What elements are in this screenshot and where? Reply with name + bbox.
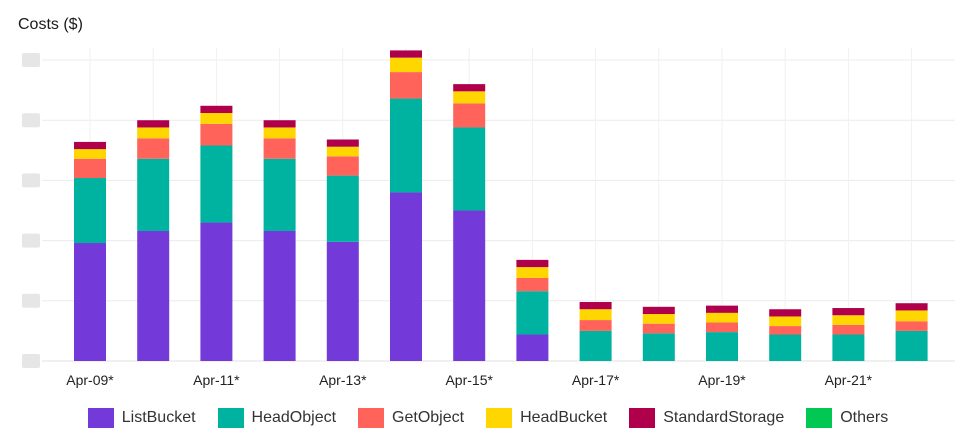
bar-segment-getobject [706,322,738,333]
y-tick-label-obscured [22,293,40,308]
bar-segment-listbucket [137,230,170,361]
bar-segment-standardstorage [137,120,170,128]
bar-segment-getobject [74,158,106,179]
legend-label: StandardStorage [663,409,785,426]
bar-segment-headobject [769,334,802,361]
bar-segment-headbucket [706,312,738,323]
y-tick-label-obscured [22,113,40,128]
bar-segment-headobject [706,332,738,361]
bar-segment-headobject [895,330,928,361]
bar-segment-getobject [832,324,865,335]
bar-segment-headbucket [74,149,106,159]
bar-segment-getobject [137,138,170,159]
bar-segment-getobject [516,277,549,292]
bar-segment-headbucket [516,267,549,278]
legend: ListBucket HeadObject GetObject HeadBucket S… [0,408,976,428]
bar-segment-standardstorage [706,305,738,313]
x-tick-label: Apr-13* [319,372,367,388]
bar-segment-standardstorage [74,141,106,150]
bar-segment-headbucket [263,127,296,139]
bar-segment-headobject [579,330,612,361]
bar-segment-getobject [200,123,233,146]
chart-title: Costs ($) [18,16,83,33]
bar-segment-headbucket [579,309,612,321]
legend-swatch [217,408,244,428]
y-tick-label-obscured [22,233,40,248]
x-tick-label: Apr-19* [698,372,746,388]
legend-label: ListBucket [121,409,196,426]
bar-segment-standardstorage [895,303,928,311]
bar-segment-listbucket [390,192,422,361]
bar-segment-headobject [263,158,296,231]
bar-segment-headobject [516,291,549,335]
bar-segment-headbucket [832,315,865,325]
bar-segment-headbucket [200,113,233,124]
bar-segment-standardstorage [579,302,612,310]
bar-segment-headbucket [769,316,802,327]
bar-segment-headobject [642,333,675,361]
bar-segment-headobject [453,127,486,211]
bar-segment-getobject [326,156,359,176]
bar-segment-getobject [453,103,486,128]
stacked-bar-chart: Apr-09* Apr-11* Apr-13* Apr-15* Apr-17* Apr-1… [22,48,955,388]
legend-label: HeadObject [251,409,337,426]
bar-segment-standardstorage [453,84,486,92]
legend-label: HeadBucket [520,409,608,426]
bar-segment-standardstorage [832,308,865,316]
bar-segment-getobject [263,138,296,159]
bar-segment-getobject [390,72,422,99]
bar-segment-headobject [74,178,106,244]
legend-swatch [806,408,833,428]
bar-segment-headbucket [137,127,170,139]
legend-label: GetObject [392,409,465,426]
bar-segment-getobject [769,326,802,335]
legend-swatch [358,408,385,428]
legend-item-listbucket[interactable]: ListBucket [87,408,196,428]
bar-segment-listbucket [326,241,359,361]
bar-segment-listbucket [263,230,296,361]
legend-item-headobject[interactable]: HeadObject [217,408,337,428]
legend-label: Others [840,409,889,426]
bar-segment-standardstorage [200,105,233,114]
legend-item-headbucket[interactable]: HeadBucket [486,408,607,428]
y-tick-label-obscured [22,173,40,188]
bar-segment-listbucket [74,243,106,361]
legend-swatch [486,408,513,428]
x-tick-label: Apr-09* [66,372,114,388]
bar-segment-headbucket [642,314,675,324]
bar-segment-standardstorage [263,120,296,128]
bar-segment-standardstorage [769,309,802,317]
bar-segment-listbucket [516,334,549,361]
bar-segment-listbucket [453,210,486,361]
bar-segment-headobject [200,145,233,223]
bar-segment-headobject [326,175,359,242]
bar-segment-standardstorage [326,139,359,147]
bar-segment-standardstorage [516,259,549,268]
bar-segment-headbucket [453,91,486,104]
x-tick-label: Apr-11* [193,372,240,388]
legend-item-getobject[interactable]: GetObject [358,408,464,428]
bar-segment-listbucket [200,222,233,361]
bar-segment-headobject [832,334,865,361]
bar-segment-headbucket [326,146,359,157]
bar-segment-standardstorage [642,306,675,315]
bar-segment-headobject [137,158,170,231]
bar-segment-getobject [895,321,928,331]
legend-item-others[interactable]: Others [806,408,888,428]
legend-item-standardstorage[interactable]: StandardStorage [629,408,784,428]
bar-segment-getobject [642,323,675,334]
bar-segment-headbucket [895,310,928,322]
x-tick-label: Apr-21* [825,372,873,388]
bar-segment-getobject [579,320,612,331]
y-tick-label-obscured [22,53,40,68]
y-tick-label-obscured [22,354,40,368]
legend-swatch [87,408,114,428]
bar-segment-standardstorage [390,50,422,58]
legend-swatch [629,408,656,428]
x-tick-label: Apr-17* [572,372,620,388]
bar-segment-headobject [390,98,422,193]
x-tick-label: Apr-15* [445,372,493,388]
bar-segment-headbucket [390,57,422,73]
